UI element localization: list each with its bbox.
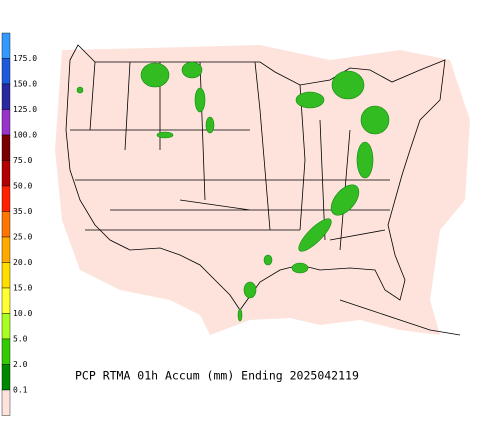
legend-label: 0.1 bbox=[13, 386, 28, 395]
color-swatch bbox=[1, 185, 11, 212]
legend-label: 25.0 bbox=[13, 233, 32, 242]
legend-label: 5.0 bbox=[13, 335, 28, 344]
us-outline bbox=[65, 44, 446, 311]
legend-label: 20.0 bbox=[13, 258, 32, 267]
precip-areas bbox=[76, 61, 390, 322]
islands bbox=[339, 299, 461, 336]
color-swatch bbox=[1, 134, 11, 161]
color-swatch bbox=[1, 211, 11, 238]
color-swatch bbox=[1, 83, 11, 110]
legend-label: 2.0 bbox=[13, 360, 28, 369]
color-swatch bbox=[1, 32, 11, 59]
legend-label: 50.0 bbox=[13, 182, 32, 191]
color-bar: 175.0 150.0 125.0 100.0 75.0 50.0 35.0 25.0 20.0… bbox=[1, 32, 37, 416]
color-swatch bbox=[1, 364, 11, 391]
legend-label: 15.0 bbox=[13, 284, 32, 293]
color-swatch bbox=[1, 58, 11, 85]
title: PCP RTMA 01h Accum (mm) Ending 202504211… bbox=[75, 369, 359, 383]
legend-label: 125.0 bbox=[13, 105, 37, 114]
color-swatch bbox=[1, 287, 11, 314]
legend-label: 175.0 bbox=[13, 54, 37, 63]
legend-label: 75.0 bbox=[13, 156, 32, 165]
color-swatch bbox=[1, 313, 11, 340]
color-swatch bbox=[1, 262, 11, 289]
color-swatch bbox=[1, 236, 11, 263]
legend-label: 35.0 bbox=[13, 207, 32, 216]
color-swatch bbox=[1, 389, 11, 416]
legend-label: 100.0 bbox=[13, 131, 37, 140]
legend-label: 150.0 bbox=[13, 80, 37, 89]
color-swatch bbox=[1, 109, 11, 136]
color-swatch bbox=[1, 338, 11, 365]
color-swatch bbox=[1, 160, 11, 187]
legend-label: 10.0 bbox=[13, 309, 32, 318]
